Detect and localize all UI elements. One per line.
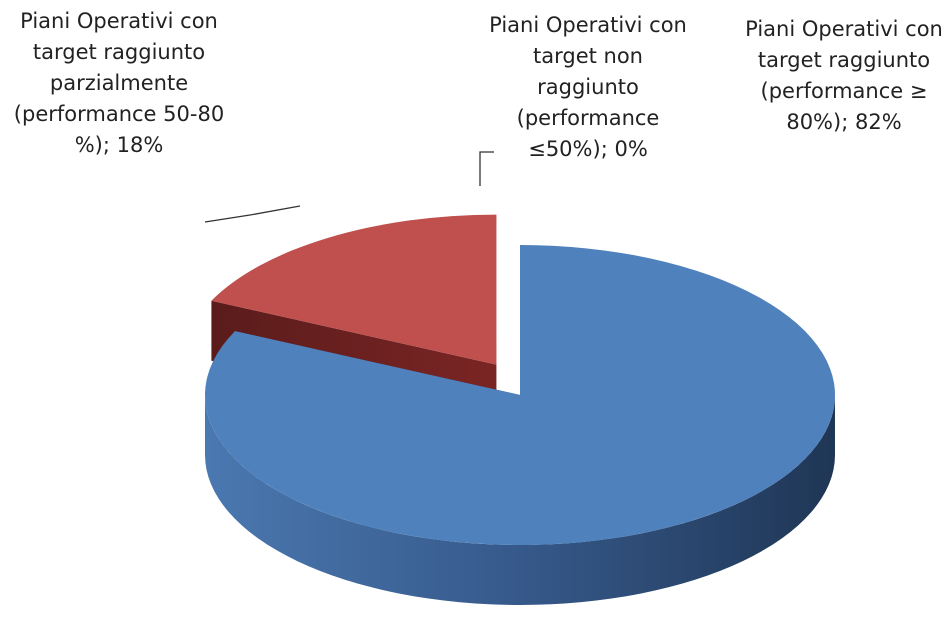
category: Piani Operativi con target non raggiunto… xyxy=(489,13,687,161)
slice-top xyxy=(205,245,836,546)
data-label: Piani Operativi con target non raggiunto… xyxy=(488,10,688,165)
data-label: Piani Operativi con target raggiunto par… xyxy=(4,6,234,161)
value-label: 82% xyxy=(854,110,902,134)
value-label: 18% xyxy=(116,133,164,157)
category: Piani Operativi con target raggiunto (pe… xyxy=(745,17,943,134)
category: Piani Operativi con target raggiunto par… xyxy=(13,9,225,157)
slice-side xyxy=(205,395,835,605)
leader-line xyxy=(204,205,301,223)
slice xyxy=(205,245,836,605)
separator: ; xyxy=(841,110,855,134)
value-label: 0% xyxy=(614,137,648,161)
leader-line xyxy=(479,151,494,186)
data-label: Piani Operativi con target raggiunto (pe… xyxy=(734,14,944,138)
separator: ; xyxy=(600,137,615,161)
separator: ; xyxy=(102,133,117,157)
pie xyxy=(205,214,836,605)
slice-top xyxy=(211,214,497,365)
